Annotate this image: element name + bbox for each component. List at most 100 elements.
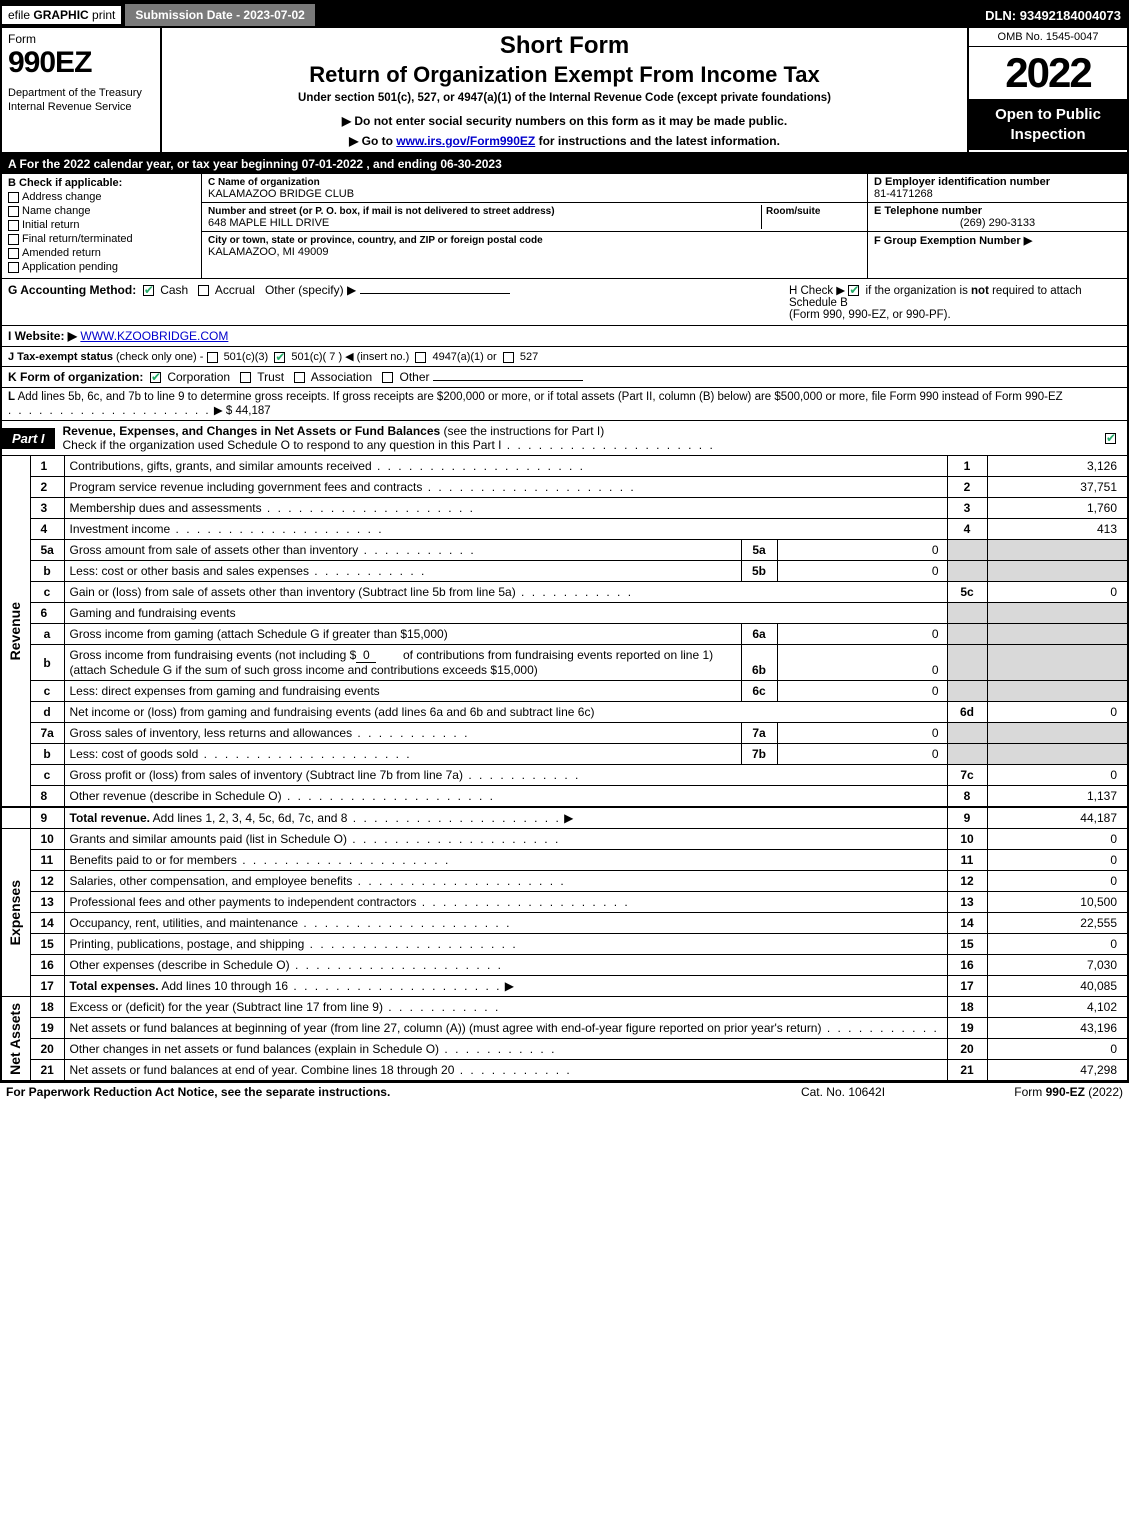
dots [290, 958, 503, 972]
line-desc: Gross income from gaming (attach Schedul… [64, 624, 741, 645]
desc-text: Benefits paid to or for members [70, 853, 237, 867]
section-gh: G Accounting Method: Cash Accrual Other … [2, 279, 1127, 326]
checkbox-icon [8, 206, 19, 217]
dots [501, 438, 714, 452]
chk-initial-return[interactable]: Initial return [8, 219, 195, 231]
chk-assoc[interactable] [294, 372, 305, 383]
line-desc: Professional fees and other payments to … [64, 892, 947, 913]
chk-501c3[interactable] [207, 352, 218, 363]
dots [352, 874, 565, 888]
tel-row: E Telephone number (269) 290-3133 [868, 203, 1127, 232]
chk-527[interactable] [503, 352, 514, 363]
table-row: 7a Gross sales of inventory, less return… [2, 723, 1127, 744]
dots [422, 480, 635, 494]
side-revenue: Revenue [2, 456, 30, 807]
grey-cell [987, 681, 1127, 702]
line-amount: 10,500 [987, 892, 1127, 913]
line-desc: Net income or (loss) from gaming and fun… [64, 702, 947, 723]
contrib-input[interactable]: 0 [356, 648, 376, 663]
k-other-input[interactable] [433, 380, 583, 381]
chk-address-change[interactable]: Address change [8, 191, 195, 203]
chk-final-return[interactable]: Final return/terminated [8, 233, 195, 245]
return-title: Return of Organization Exempt From Incom… [170, 62, 959, 88]
table-row: b Less: cost or other basis and sales ex… [2, 561, 1127, 582]
grey-cell [947, 744, 987, 765]
chk-schedule-b[interactable] [848, 285, 859, 296]
chk-application-pending[interactable]: Application pending [8, 261, 195, 273]
desc-bold: Total revenue. [70, 811, 150, 825]
line-numlabel: 1 [947, 456, 987, 477]
desc-text: Net assets or fund balances at beginning… [70, 1021, 822, 1035]
efile-bold: GRAPHIC [33, 8, 92, 22]
line-numlabel: 7c [947, 765, 987, 786]
line-num: 16 [30, 955, 64, 976]
line-desc: Less: direct expenses from gaming and fu… [64, 681, 741, 702]
goto-line: ▶ Go to www.irs.gov/Form990EZ for instru… [170, 134, 959, 148]
goto-pre: ▶ Go to [349, 134, 396, 148]
line-desc: Less: cost of goods sold [64, 744, 741, 765]
line-num: b [30, 561, 64, 582]
city-row: City or town, state or province, country… [202, 232, 867, 260]
desc-text: Gross sales of inventory, less returns a… [70, 726, 353, 740]
dln-value: 93492184004073 [1020, 8, 1121, 23]
line-numlabel: 17 [947, 976, 987, 997]
efile-badge: efile GRAPHIC print [2, 6, 121, 24]
header-right: OMB No. 1545-0047 2022 Open to Public In… [967, 28, 1127, 152]
line-num: 13 [30, 892, 64, 913]
efile-print: print [92, 8, 115, 22]
chk-trust[interactable] [240, 372, 251, 383]
side-netassets: Net Assets [2, 997, 30, 1081]
irs-link[interactable]: www.irs.gov/Form990EZ [396, 134, 535, 148]
group-row: F Group Exemption Number ▶ [868, 232, 1127, 249]
chk-label: Address change [22, 191, 102, 203]
header-left: Form 990EZ Department of the Treasury In… [2, 28, 162, 152]
section-g: G Accounting Method: Cash Accrual Other … [8, 283, 781, 321]
chk-cash[interactable] [143, 285, 154, 296]
short-form-title: Short Form [170, 32, 959, 60]
submission-label: Submission Date - [135, 8, 243, 22]
table-row: 6 Gaming and fundraising events [2, 603, 1127, 624]
chk-corp[interactable] [150, 372, 161, 383]
line-num: c [30, 582, 64, 603]
line-amount: 0 [987, 871, 1127, 892]
section-c: C Name of organization KALAMAZOO BRIDGE … [202, 174, 867, 278]
dots [298, 916, 511, 930]
chk-accrual[interactable] [198, 285, 209, 296]
dept: Department of the Treasury Internal Reve… [8, 86, 154, 115]
table-row: d Net income or (loss) from gaming and f… [2, 702, 1127, 723]
part1-check[interactable] [1105, 431, 1119, 445]
dots [358, 543, 475, 557]
submission-date-badge: Submission Date - 2023-07-02 [125, 4, 314, 26]
expenses-label: Expenses [7, 880, 23, 945]
line-num: 2 [30, 477, 64, 498]
table-row: b Less: cost of goods sold 7b 0 [2, 744, 1127, 765]
website-link[interactable]: WWW.KZOOBRIDGE.COM [80, 329, 228, 343]
section-j: J Tax-exempt status (check only one) - 5… [2, 347, 1127, 367]
desc-text: Program service revenue including govern… [70, 480, 423, 494]
line-num: a [30, 624, 64, 645]
line-desc: Membership dues and assessments [64, 498, 947, 519]
chk-other[interactable] [382, 372, 393, 383]
line-num: 4 [30, 519, 64, 540]
chk-amended-return[interactable]: Amended return [8, 247, 195, 259]
part1-tag: Part I [2, 428, 55, 449]
line-numlabel: 13 [947, 892, 987, 913]
line-amount: 0 [987, 582, 1127, 603]
chk-501c[interactable] [274, 352, 285, 363]
j-label: J Tax-exempt status [8, 351, 113, 363]
footer-mid: Cat. No. 10642I [743, 1085, 943, 1099]
dots [282, 789, 495, 803]
other-input[interactable] [360, 293, 510, 294]
grey-cell [947, 540, 987, 561]
chk-name-change[interactable]: Name change [8, 205, 195, 217]
grey-cell [947, 603, 987, 624]
l-text: Add lines 5b, 6c, and 7b to line 9 to de… [15, 391, 1063, 403]
subline-value: 0 [777, 723, 947, 744]
revenue-label: Revenue [7, 602, 23, 660]
line-num: b [30, 744, 64, 765]
grey-cell [947, 624, 987, 645]
chk-4947[interactable] [415, 352, 426, 363]
checkbox-icon [8, 234, 19, 245]
table-row: 14 Occupancy, rent, utilities, and maint… [2, 913, 1127, 934]
room-label: Room/suite [766, 206, 820, 217]
